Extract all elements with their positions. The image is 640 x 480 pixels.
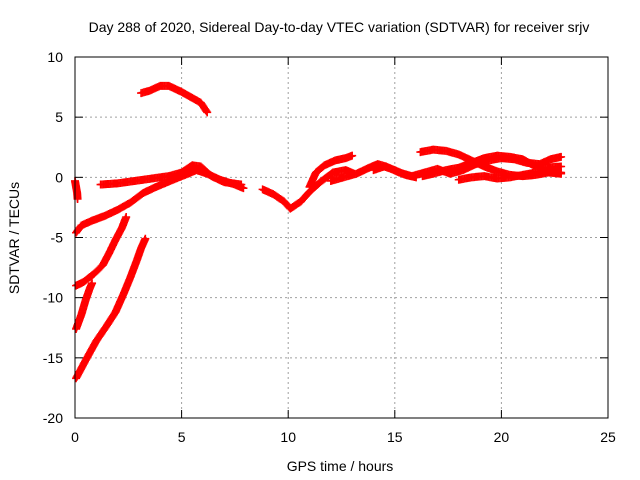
y-axis-label: SDTVAR / TECUs [6, 182, 22, 294]
x-tick-label: 20 [494, 429, 510, 445]
data-series [71, 81, 566, 383]
y-tick-label: 10 [47, 49, 63, 65]
data-point [122, 213, 131, 222]
x-tick-label: 25 [600, 429, 616, 445]
y-tick-label: -10 [43, 290, 63, 306]
y-tick-label: 5 [55, 109, 63, 125]
x-tick-label: 5 [178, 429, 186, 445]
data-point [412, 173, 421, 182]
grid [75, 57, 608, 418]
axis-ticks: 0 5 10 15 20 25 -20 -15 -10 -5 0 5 10 [43, 49, 616, 445]
chart-title: Day 288 of 2020, Sidereal Day-to-day VTE… [89, 19, 590, 35]
series-arc-g [137, 81, 212, 117]
series-arc-i [305, 151, 357, 191]
series-arc-a [71, 176, 82, 203]
series-arc-m [454, 167, 566, 184]
y-tick-label: 0 [55, 169, 63, 185]
data-point [141, 234, 150, 243]
data-point [348, 151, 357, 160]
series-arc-e [72, 279, 97, 333]
series-arc-n [369, 162, 421, 182]
series-arc-c [96, 161, 246, 189]
y-tick-label: -20 [43, 410, 63, 426]
data-point [557, 168, 566, 177]
x-tick-label: 0 [71, 429, 79, 445]
x-tick-label: 15 [387, 429, 403, 445]
data-point [237, 180, 246, 189]
data-point [88, 279, 97, 288]
x-tick-label: 10 [280, 429, 296, 445]
data-point [557, 152, 566, 161]
y-tick-label: -15 [43, 350, 63, 366]
series-arc-h [258, 166, 359, 213]
y-tick-label: -5 [51, 230, 64, 246]
series-arc-d [72, 213, 131, 290]
x-axis-label: GPS time / hours [287, 458, 394, 474]
data-point [203, 108, 212, 117]
series-arc-f [72, 234, 150, 383]
